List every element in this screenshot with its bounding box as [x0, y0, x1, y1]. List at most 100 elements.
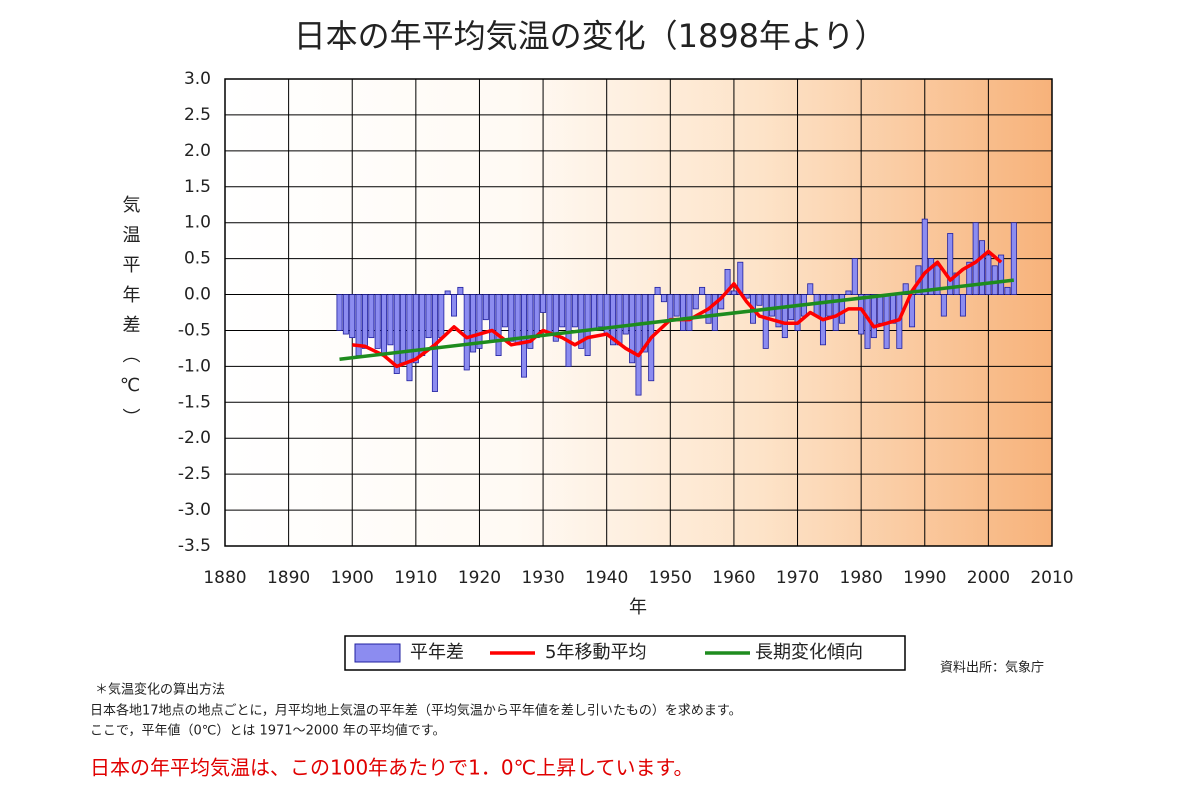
bar: [1010, 222, 1017, 295]
line: [352, 249, 1003, 369]
bar: [584, 294, 591, 357]
bar: [813, 294, 820, 317]
bar: [673, 294, 680, 317]
bar: [711, 294, 718, 331]
y-tick-label: 0.0: [184, 285, 211, 305]
x-tick-label: 1900: [331, 568, 374, 588]
x-tick-label: 1960: [712, 568, 755, 588]
bar: [769, 294, 776, 317]
bar: [527, 294, 534, 349]
bar: [616, 294, 623, 346]
bar: [501, 294, 508, 328]
bar: [342, 294, 349, 335]
x-tick-label: 2010: [1030, 568, 1073, 588]
bar: [571, 294, 578, 328]
bar: [832, 294, 839, 331]
y-axis-label: 気温平年差（℃）: [120, 195, 141, 438]
bar: [590, 294, 597, 331]
y-tick-label: 1.0: [184, 213, 211, 233]
bar: [629, 294, 636, 364]
bar: [959, 294, 966, 317]
source: 資料出所：気象庁: [940, 660, 1044, 676]
x-tick-label: 1950: [649, 568, 692, 588]
x-tick-label: 1920: [458, 568, 501, 588]
bar: [851, 258, 858, 295]
bar: [794, 294, 801, 331]
bar: [578, 294, 585, 349]
bar: [699, 286, 706, 295]
x-tick-label: 2000: [967, 568, 1010, 588]
line: [339, 278, 1015, 361]
bar: [692, 294, 699, 310]
bar: [419, 294, 426, 357]
x-tick-label: 1940: [585, 568, 628, 588]
bar: [928, 258, 935, 295]
bar: [940, 294, 947, 317]
legend-label: 平年差: [410, 642, 464, 663]
bar: [393, 294, 400, 374]
bar: [438, 294, 445, 339]
bar: [495, 294, 502, 357]
bar: [336, 294, 343, 331]
y-tick-label: -3.0: [178, 500, 211, 520]
bar: [361, 294, 368, 349]
y-tick-label: -3.5: [178, 536, 211, 556]
bar: [934, 265, 941, 295]
x-tick-label: 1930: [521, 568, 564, 588]
x-tick-label: 1890: [267, 568, 310, 588]
bar: [444, 290, 451, 295]
bar: [559, 294, 566, 328]
bar: [610, 294, 617, 346]
y-tick-label: 2.0: [184, 141, 211, 161]
bar: [349, 294, 356, 339]
bar: [775, 294, 782, 328]
bar: [762, 294, 769, 349]
bar: [381, 294, 388, 357]
y-tick-label: -0.5: [178, 320, 211, 340]
bar: [533, 294, 540, 339]
y-tick-label: 0.5: [184, 249, 211, 269]
plot-frame: [224, 78, 1053, 547]
legend-box: [344, 635, 906, 671]
bar: [680, 294, 687, 331]
bar: [660, 294, 667, 303]
x-tick-label: 1970: [776, 568, 819, 588]
bar: [463, 294, 470, 371]
bar: [470, 294, 477, 353]
bar: [635, 294, 642, 396]
bar: [546, 294, 553, 335]
bar: [552, 294, 559, 342]
chart-title: 日本の年平均気温の変化（1898年より）: [294, 17, 887, 55]
bar: [622, 294, 629, 335]
bar: [489, 294, 496, 342]
bar: [839, 294, 846, 324]
bar: [476, 294, 483, 349]
legend-label: 5年移動平均: [545, 642, 646, 663]
bar: [482, 294, 489, 321]
bar: [686, 294, 693, 331]
x-tick-label: 1880: [203, 568, 246, 588]
bar: [781, 294, 788, 339]
bar: [877, 294, 884, 324]
y-tick-label: -2.5: [178, 464, 211, 484]
bar: [979, 240, 986, 295]
bar: [508, 294, 515, 342]
bar: [730, 290, 737, 295]
bar: [921, 218, 928, 295]
y-tick-label: 3.0: [184, 69, 211, 89]
bar: [451, 294, 458, 317]
bar: [807, 283, 814, 295]
bar: [845, 290, 852, 295]
bar: [1004, 286, 1011, 295]
bar: [985, 254, 992, 295]
y-tick-label: -1.5: [178, 392, 211, 412]
bar: [368, 294, 375, 339]
legend-swatch: [354, 643, 401, 663]
y-tick-label: 1.5: [184, 177, 211, 197]
x-tick-label: 1980: [840, 568, 883, 588]
y-tick-label: -2.0: [178, 428, 211, 448]
bar: [597, 294, 604, 328]
legend-label: 長期変化傾向: [755, 642, 863, 663]
y-tick-label: -1.0: [178, 356, 211, 376]
